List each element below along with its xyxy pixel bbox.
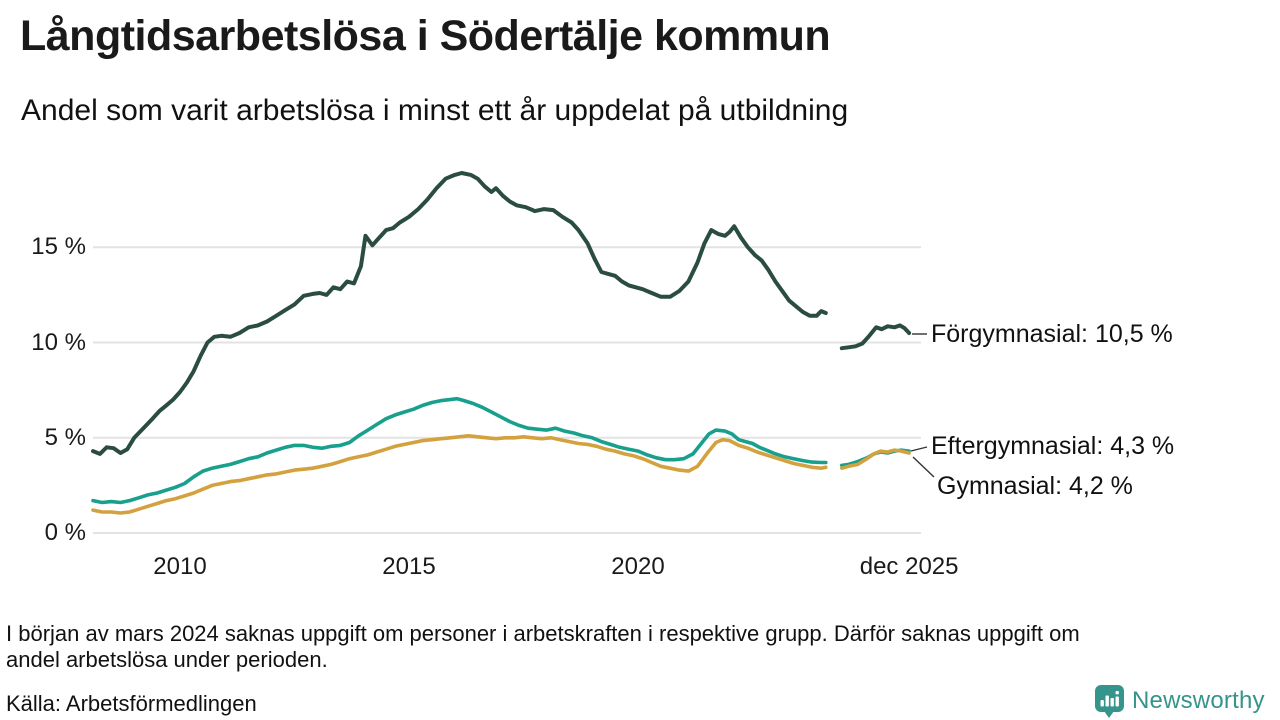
y-tick-5: 5 %: [44, 423, 86, 451]
series-line-forgymnasial-seg2: [839, 323, 912, 351]
footnote-line-2: andel arbetslösa under perioden.: [6, 647, 328, 672]
series-label-eftergymnasial: Eftergymnasial: 4,3 %: [931, 432, 1175, 460]
newsworthy-wordmark: Newsworthy: [1132, 687, 1265, 714]
x-tick-2015: 2015: [382, 553, 436, 580]
page-title: Långtidsarbetslösa i Södertälje kommun: [20, 12, 831, 60]
y-tick-0: 0 %: [44, 519, 86, 546]
footnote: I början av mars 2024 saknas uppgift om …: [6, 621, 1256, 673]
series-line-eftergymnasial-seg1: [91, 396, 828, 505]
series-line-gymnasial-seg2: [839, 448, 911, 471]
label-connector-eftergymnasial: [910, 446, 928, 452]
label-connector-gymnasial: [912, 456, 935, 478]
series-line-forgymnasial-seg1: [91, 171, 828, 456]
series-label-gymnasial: Gymnasial: 4,2 %: [937, 472, 1133, 500]
footnote-line-1: I början av mars 2024 saknas uppgift om …: [6, 621, 1080, 646]
y-tick-15: 15 %: [31, 233, 86, 261]
page-subtitle: Andel som varit arbetslösa i minst ett å…: [21, 94, 849, 127]
x-tick-dec-2025: dec 2025: [859, 553, 959, 580]
y-tick-10: 10 %: [31, 328, 86, 356]
series-line-gymnasial-seg1: [91, 433, 828, 515]
source-label: Källa: Arbetsförmedlingen: [6, 691, 257, 716]
x-tick-2010: 2010: [153, 553, 207, 580]
x-tick-2020: 2020: [611, 553, 665, 580]
newsworthy-bubble-chart-icon: [1095, 685, 1124, 718]
newsworthy-logo[interactable]: Newsworthy: [1094, 684, 1265, 718]
series-label-forgymnasial: Förgymnasial: 10,5 %: [931, 320, 1173, 348]
